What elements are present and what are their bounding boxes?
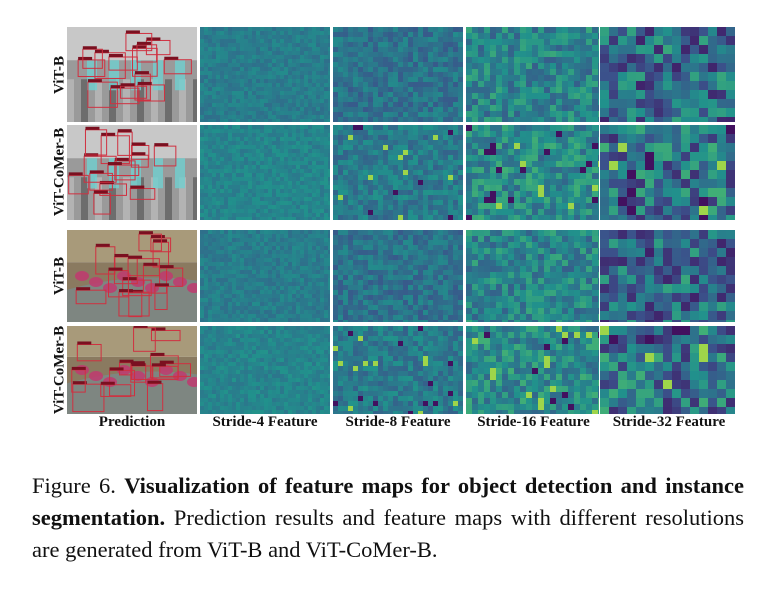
caption-text: Prediction results and feature maps with…	[32, 505, 745, 562]
tile-row4-stride-16	[466, 326, 599, 414]
tile-row4-prediction	[67, 326, 197, 414]
tile-row1-stride-16	[466, 27, 599, 122]
tile-row3-prediction	[67, 230, 197, 322]
column-label-stride-32: Stride-32 Feature	[612, 414, 726, 430]
figure-caption: Figure 6. Visualization of feature maps …	[32, 470, 744, 566]
tile-row4-stride-8	[333, 326, 463, 414]
tile-row2-stride-4	[200, 125, 330, 220]
tile-row4-stride-32	[600, 326, 735, 414]
tile-row1-stride-4	[200, 27, 330, 122]
tile-row3-stride-8	[333, 230, 463, 322]
column-label-stride-4: Stride-4 Feature	[212, 414, 318, 430]
column-label-stride-8: Stride-8 Feature	[345, 414, 451, 430]
tile-row1-stride-32	[600, 27, 735, 122]
tile-row3-stride-4	[200, 230, 330, 322]
tile-row3-stride-16	[466, 230, 599, 322]
tile-row3-stride-32	[600, 230, 735, 322]
tile-row2-stride-32	[600, 125, 735, 220]
tile-row2-stride-16	[466, 125, 599, 220]
tile-row1-stride-8	[333, 27, 463, 122]
tile-row4-stride-4	[200, 326, 330, 414]
column-label-stride-16: Stride-16 Feature	[477, 414, 590, 430]
tile-row1-prediction	[67, 27, 197, 122]
column-label-prediction: Prediction	[98, 414, 166, 430]
tile-row2-stride-8	[333, 125, 463, 220]
caption-label: Figure 6.	[32, 473, 116, 498]
tile-row2-prediction	[67, 125, 197, 220]
caption-title: Visualization of feature maps for object…	[32, 473, 744, 530]
figure-6: ViT-B ViT-CoMer-B ViT-B ViT-CoMer-B Pred…	[52, 27, 735, 430]
